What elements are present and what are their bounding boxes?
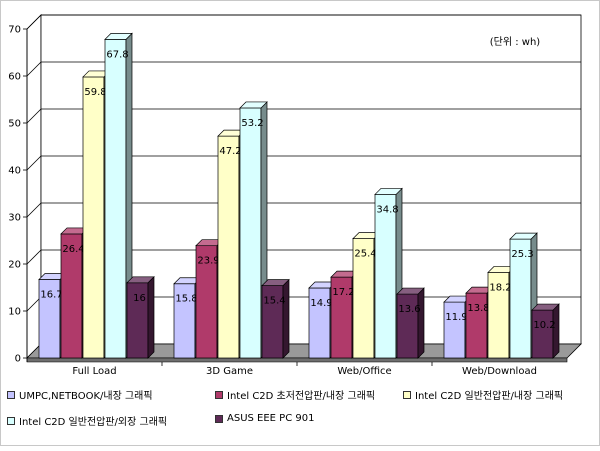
data-label: 13.6 bbox=[398, 304, 420, 315]
data-label: 23.9 bbox=[197, 256, 219, 267]
bar-side bbox=[417, 287, 425, 359]
x-tick-label: Web/Office bbox=[337, 366, 391, 377]
legend-swatch bbox=[7, 390, 15, 399]
bar-top bbox=[531, 303, 560, 311]
data-label: 67.8 bbox=[106, 49, 128, 60]
gridline bbox=[26, 14, 42, 30]
bar-side bbox=[147, 275, 155, 359]
data-label: 34.8 bbox=[376, 204, 398, 215]
y-tick-label: 10 bbox=[8, 307, 21, 318]
bar-top bbox=[104, 32, 133, 40]
bar bbox=[531, 309, 554, 359]
y-tick-label: 50 bbox=[8, 119, 21, 130]
legend-label: Intel C2D 일반전압판/외장 그래픽 bbox=[19, 417, 168, 428]
legend-item: ASUS EEE PC 901 bbox=[215, 413, 314, 424]
bar-top bbox=[396, 287, 425, 295]
data-label: 53.2 bbox=[241, 118, 263, 129]
bar-top bbox=[374, 188, 403, 195]
bar bbox=[374, 194, 397, 359]
x-axis: Full Load 3D Game Web/Office Web/Download bbox=[72, 362, 537, 377]
bar bbox=[82, 76, 105, 359]
x-tick-label: Web/Download bbox=[462, 366, 537, 377]
bar bbox=[217, 135, 240, 359]
data-label: 17.2 bbox=[332, 287, 354, 298]
bar-top bbox=[261, 279, 290, 286]
legend-swatch bbox=[7, 416, 15, 425]
bar bbox=[443, 301, 466, 359]
legend-item: Intel C2D 일반전압판/내장 그래픽 bbox=[403, 387, 563, 402]
legend-label: Intel C2D 초저전압판/내장 그래픽 bbox=[227, 391, 376, 402]
legend-swatch bbox=[215, 390, 223, 399]
unit-note: (단위 : wh) bbox=[490, 35, 541, 48]
data-label: 25.3 bbox=[511, 249, 533, 260]
gridline bbox=[26, 155, 42, 171]
bar bbox=[239, 107, 262, 359]
legend-row-2: Intel C2D 일반전압판/외장 그래픽 ASUS EEE PC 901 bbox=[7, 413, 597, 428]
y-tick-label: 60 bbox=[8, 72, 21, 83]
x-tick-label: 3D Game bbox=[206, 366, 253, 377]
y-tick-label: 20 bbox=[8, 260, 21, 271]
legend-label: Intel C2D 일반전압판/내장 그래픽 bbox=[415, 391, 564, 402]
y-tick-label: 70 bbox=[8, 25, 21, 36]
data-label: 18.2 bbox=[489, 282, 511, 293]
data-label: 25.4 bbox=[354, 249, 376, 260]
y-tick-label: 0 bbox=[15, 354, 21, 365]
legend-swatch bbox=[403, 390, 411, 399]
floor-edge bbox=[26, 357, 568, 363]
legend-label: ASUS EEE PC 901 bbox=[227, 413, 315, 424]
bar-top bbox=[509, 232, 538, 240]
bar-top bbox=[126, 276, 155, 284]
legend-item: UMPC,NETBOOK/내장 그래픽 bbox=[7, 387, 153, 402]
data-label: 15.8 bbox=[175, 294, 197, 305]
legend-item: Intel C2D 초저전압판/내장 그래픽 bbox=[215, 387, 375, 402]
legend-row-1: UMPC,NETBOOK/내장 그래픽 Intel C2D 초저전압판/내장 그… bbox=[7, 387, 597, 402]
y-axis: 0 10 20 30 40 50 60 70 bbox=[8, 25, 28, 365]
gridline bbox=[26, 249, 42, 265]
x-tick-label: Full Load bbox=[72, 366, 116, 377]
data-label: 11.9 bbox=[445, 312, 467, 323]
data-label: 13.8 bbox=[467, 303, 489, 314]
data-label: 15.4 bbox=[263, 296, 285, 307]
bar-top bbox=[239, 101, 268, 109]
gridline bbox=[26, 108, 42, 124]
legend-swatch bbox=[215, 414, 223, 423]
bars: 16.7 26.4 59.8 67.8 16 15.8 23.9 47.2 53.2 15.4 14… bbox=[38, 32, 560, 359]
bar bbox=[104, 38, 127, 359]
data-label: 59.8 bbox=[84, 87, 106, 98]
data-label: 26.4 bbox=[62, 244, 84, 255]
legend-label: UMPC,NETBOOK/내장 그래픽 bbox=[19, 391, 153, 402]
bar-side bbox=[282, 278, 290, 359]
data-label: 16 bbox=[133, 293, 146, 304]
legend-item: Intel C2D 일반전압판/외장 그래픽 bbox=[7, 413, 167, 428]
y-tick-label: 40 bbox=[8, 166, 21, 177]
data-label: 16.7 bbox=[40, 290, 62, 301]
data-label: 14.9 bbox=[310, 298, 332, 309]
data-label: 10.2 bbox=[533, 320, 555, 331]
gridline bbox=[26, 61, 42, 77]
y-tick-label: 30 bbox=[8, 213, 21, 224]
data-label: 47.2 bbox=[219, 146, 241, 157]
gridline bbox=[26, 202, 42, 218]
